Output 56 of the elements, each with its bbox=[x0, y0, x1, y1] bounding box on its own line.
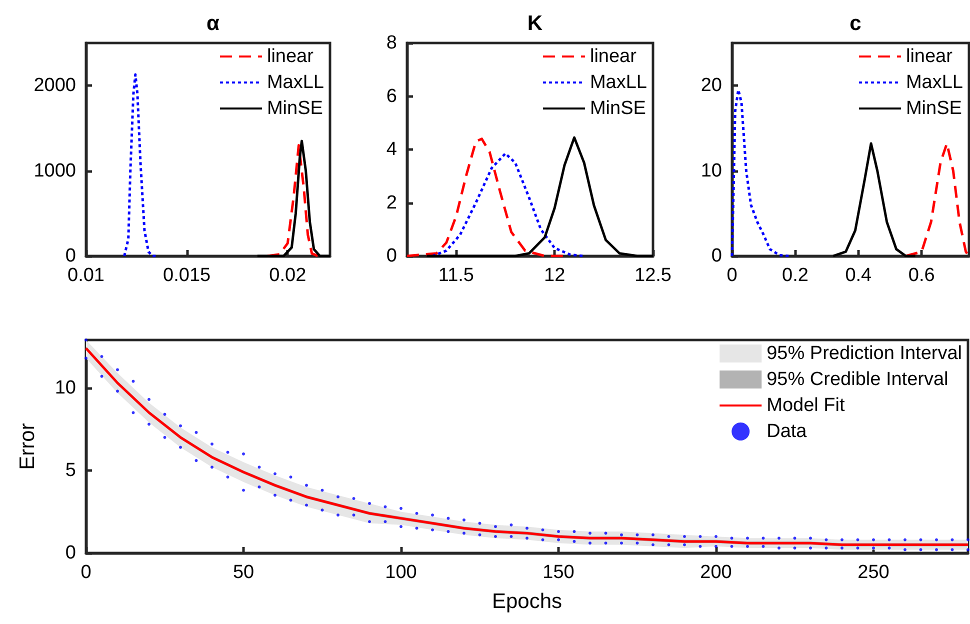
legend-label: MaxLL bbox=[266, 72, 324, 93]
x-tick-label: 11.5 bbox=[438, 265, 474, 286]
legend-label: MinSE bbox=[590, 98, 646, 119]
line-series bbox=[431, 152, 586, 258]
legend-label: 95% Prediction Interval bbox=[766, 343, 962, 364]
y-tick-label: 8 bbox=[386, 32, 397, 54]
legend-label: Model Fit bbox=[766, 395, 846, 416]
y-tick-label: 4 bbox=[386, 139, 398, 160]
x-axis-title: Epochs bbox=[492, 590, 562, 613]
legend-label: MinSE bbox=[906, 98, 962, 119]
line-series bbox=[425, 136, 654, 258]
y-tick-label: 20 bbox=[700, 75, 722, 96]
legend-label: MaxLL bbox=[590, 72, 648, 93]
line-series bbox=[904, 142, 970, 258]
legend-label: linear bbox=[266, 46, 314, 67]
line-series bbox=[832, 142, 917, 258]
legend-label: MaxLL bbox=[906, 72, 964, 93]
y-tick-label: 10 bbox=[54, 377, 76, 398]
x-tick-label: 200 bbox=[700, 562, 732, 583]
y-tick-label: 10 bbox=[700, 160, 722, 182]
y-tick-label: 2 bbox=[386, 192, 397, 214]
x-tick-label: 0.02 bbox=[269, 265, 306, 286]
y-tick-label: 2000 bbox=[34, 75, 76, 96]
legend-label: Data bbox=[766, 421, 808, 442]
x-tick-label: 150 bbox=[542, 562, 574, 583]
y-tick-label: 5 bbox=[65, 460, 76, 481]
x-tick-label: 0.01 bbox=[68, 265, 104, 286]
x-tick-label: 12 bbox=[544, 265, 566, 286]
legend-label: linear bbox=[906, 46, 954, 67]
legend-label: MinSE bbox=[266, 98, 323, 119]
y-tick-label: 6 bbox=[386, 86, 397, 107]
x-tick-label: 0 bbox=[80, 562, 92, 583]
x-tick-label: 0 bbox=[726, 265, 738, 286]
line-series bbox=[730, 88, 790, 258]
y-tick-label: 0 bbox=[386, 246, 397, 266]
y-tick-label: 1000 bbox=[34, 160, 76, 182]
y-tick-label: 0 bbox=[65, 246, 76, 266]
x-tick-label: 12.5 bbox=[634, 265, 672, 286]
line-series bbox=[406, 138, 566, 258]
legend-label: linear bbox=[590, 46, 638, 67]
chart-title: α bbox=[206, 12, 220, 35]
x-tick-label: 100 bbox=[385, 562, 417, 583]
y-tick-label: 0 bbox=[65, 542, 76, 564]
chart-title: c bbox=[850, 12, 862, 35]
line-series bbox=[266, 144, 320, 258]
line-series bbox=[256, 140, 332, 258]
x-tick-label: 50 bbox=[232, 562, 254, 583]
chart-title: K bbox=[527, 12, 543, 35]
y-axis-title: Error bbox=[16, 423, 39, 470]
x-tick-label: 0.015 bbox=[163, 265, 211, 286]
legend-label: 95% Credible Interval bbox=[766, 369, 948, 390]
x-tick-label: 250 bbox=[858, 562, 890, 583]
x-tick-label: 0.6 bbox=[908, 265, 935, 286]
x-tick-label: 0.2 bbox=[782, 265, 808, 286]
x-tick-label: 0.4 bbox=[845, 265, 872, 286]
y-tick-label: 0 bbox=[711, 246, 722, 266]
